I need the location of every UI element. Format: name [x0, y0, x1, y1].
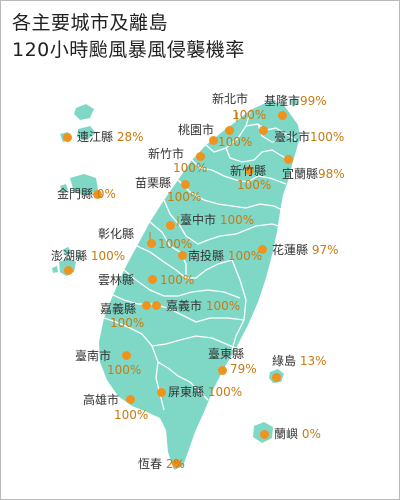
label-kinmen: 金門縣 0% — [57, 187, 116, 201]
label-hsinchu-county-prob: 100% — [237, 178, 272, 192]
label-orchid-island: 蘭嶼 0% — [274, 427, 321, 441]
label-hengchun: 恆春 2% — [138, 457, 185, 471]
label-taoyuan-name: 桃園市 — [178, 123, 215, 137]
label-miaoli-name: 苗栗縣 — [135, 176, 172, 190]
label-yilan: 宜蘭縣98% — [282, 167, 345, 181]
label-penghu: 澎湖縣 100% — [51, 249, 126, 263]
label-hualien: 花蓮縣 97% — [272, 243, 339, 257]
chiayi-county-marker[interactable] — [141, 300, 151, 310]
hualien-marker[interactable] — [257, 244, 267, 254]
nantou-marker[interactable] — [177, 250, 187, 260]
label-new-taipei-prob: 100% — [232, 108, 267, 122]
label-kaohsiung-name: 高雄市 — [83, 393, 120, 407]
hsinchu-county-marker[interactable] — [244, 165, 254, 175]
label-changhua-prob: 100% — [158, 237, 193, 251]
label-taitung-name: 臺東縣 — [208, 347, 245, 361]
label-yunlin-name: 雲林縣 — [98, 273, 135, 287]
label-yunlin-prob: 100% — [160, 273, 195, 287]
taipei-marker[interactable] — [258, 125, 268, 135]
hengchun-marker[interactable] — [171, 458, 181, 468]
hsinchu-city-marker[interactable] — [195, 151, 205, 161]
keelung-islet-shape — [290, 98, 298, 106]
label-taichung: 臺中市 100% — [180, 213, 255, 227]
label-chiayi-city: 嘉義市 100% — [166, 299, 241, 313]
label-tainan-prob: 100% — [107, 363, 142, 377]
taichung-marker[interactable] — [165, 220, 175, 230]
penghu-marker[interactable] — [63, 265, 73, 275]
label-kaohsiung-prob: 100% — [114, 408, 149, 422]
map-title-line1: 各主要城市及離島 — [12, 12, 169, 34]
label-hsinchu-city-name: 新竹市 — [148, 147, 185, 161]
yunlin-marker[interactable] — [147, 274, 157, 284]
label-hsinchu-city-prob: 100% — [173, 161, 208, 175]
label-lienchiang: 連江縣 28% — [77, 130, 144, 144]
label-changhua-name: 彰化縣 — [98, 227, 135, 241]
label-keelung: 基隆市99% — [264, 94, 327, 108]
orchid-island-marker[interactable] — [259, 429, 269, 439]
label-pingtung: 屏東縣 100% — [168, 385, 243, 399]
taitung-marker[interactable] — [217, 365, 227, 375]
label-tainan-name: 臺南市 — [75, 349, 112, 363]
pingtung-marker[interactable] — [156, 387, 166, 397]
label-taoyuan-prob: 100% — [218, 135, 253, 149]
map-title-line2: 120小時颱風暴風侵襲機率 — [12, 39, 245, 61]
kinmen-islands — [60, 174, 98, 196]
kinmen-marker[interactable] — [92, 189, 102, 199]
county-borders — [103, 111, 297, 411]
keelung-marker[interactable] — [277, 110, 287, 120]
chiayi-city-marker[interactable] — [151, 300, 161, 310]
changhua-marker[interactable] — [146, 238, 156, 248]
label-green-island: 綠島 13% — [272, 354, 327, 368]
taoyuan-marker[interactable] — [208, 135, 218, 145]
label-nantou: 南投縣 100% — [188, 249, 263, 263]
taiwan-main-island — [99, 101, 300, 470]
new-taipei-marker[interactable] — [224, 125, 234, 135]
label-new-taipei-name: 新北市 — [212, 92, 249, 106]
miaoli-marker[interactable] — [180, 179, 190, 189]
label-hsinchu-county-name: 新竹縣 — [230, 164, 267, 178]
label-chiayi-county-prob: 100% — [110, 316, 145, 330]
yilan-marker[interactable] — [283, 154, 293, 164]
label-taitung-prob: 79% — [230, 362, 257, 376]
label-miaoli-prob: 100% — [167, 190, 202, 204]
lienchiang-marker[interactable] — [62, 132, 72, 142]
tainan-marker[interactable] — [121, 350, 131, 360]
green-island-marker[interactable] — [271, 372, 281, 382]
label-chiayi-county-name: 嘉義縣 — [100, 302, 137, 316]
kaohsiung-marker[interactable] — [125, 394, 135, 404]
label-taipei: 臺北市100% — [274, 130, 345, 144]
